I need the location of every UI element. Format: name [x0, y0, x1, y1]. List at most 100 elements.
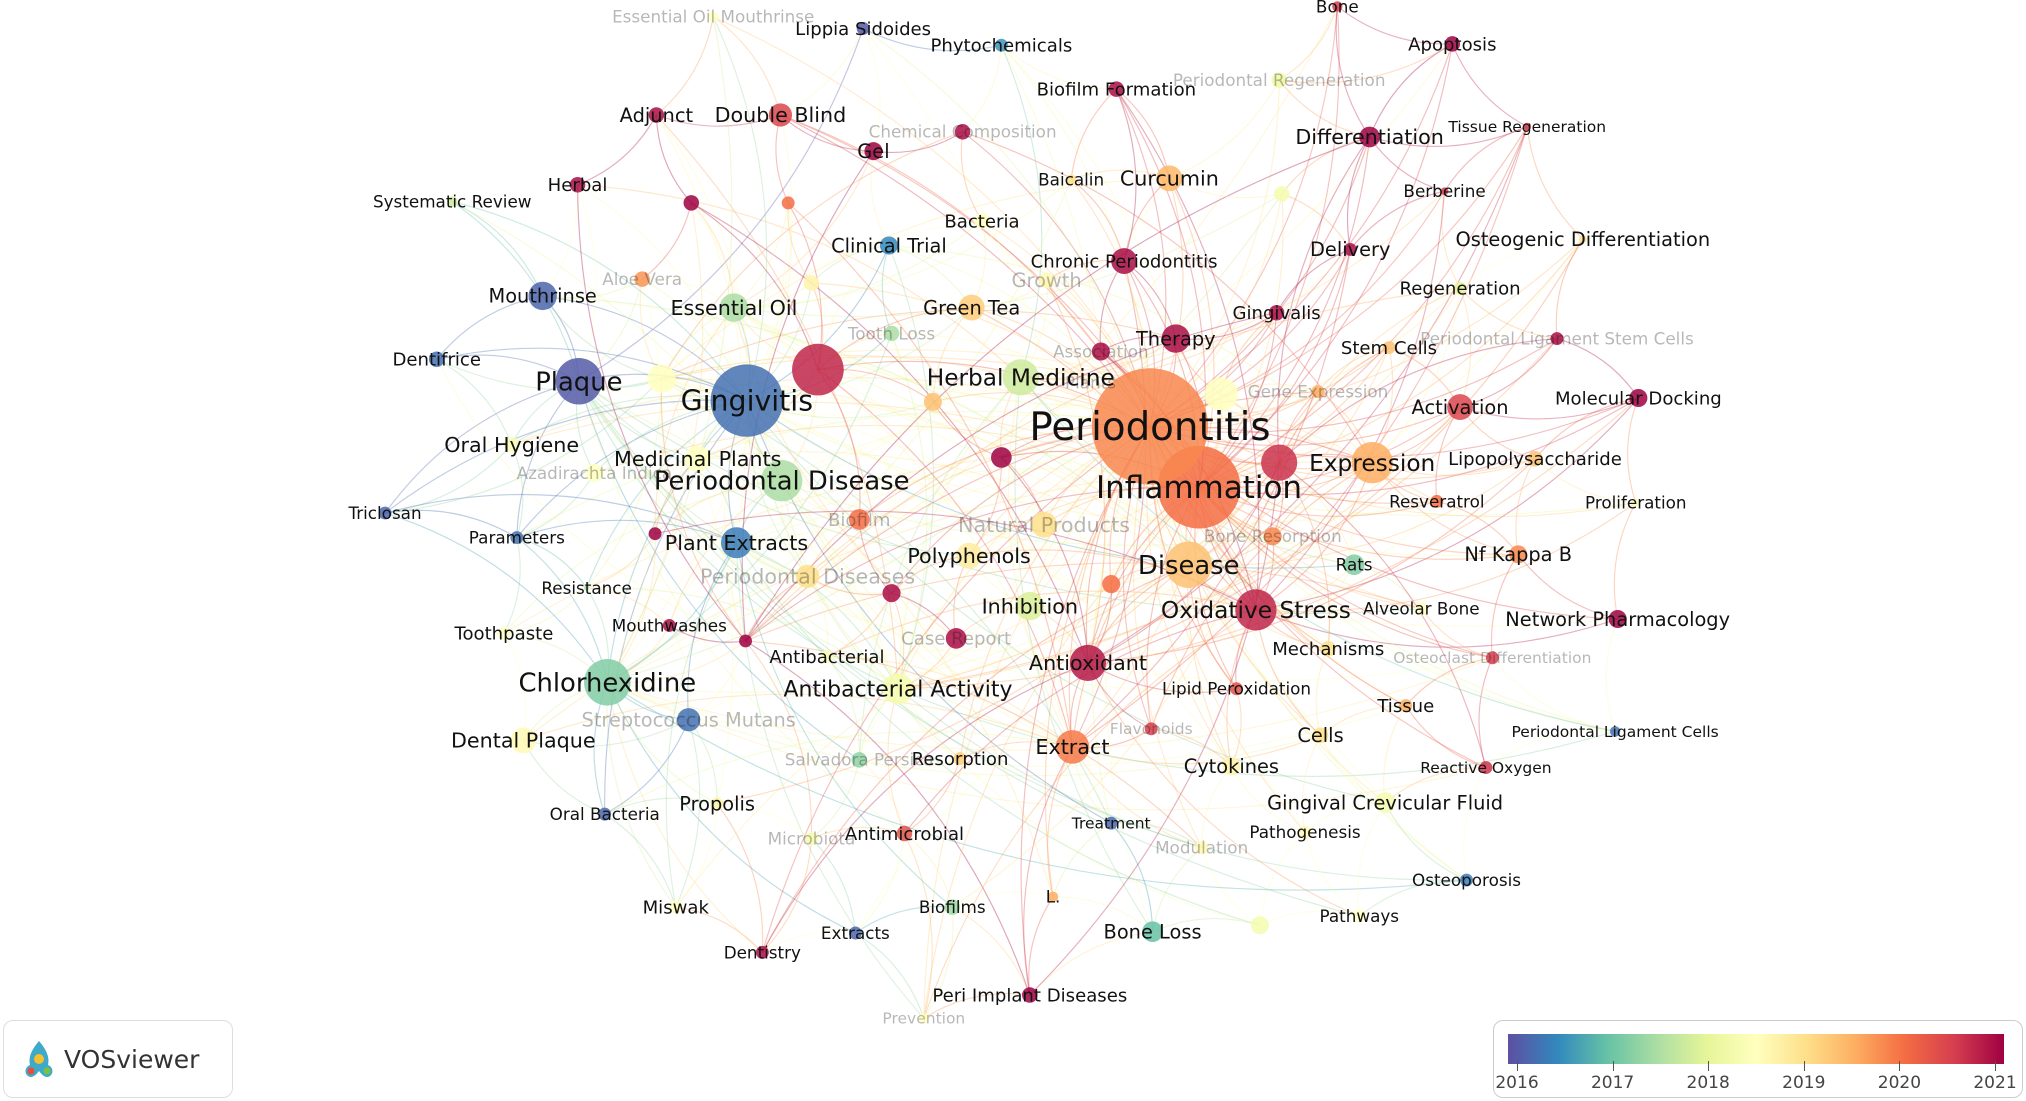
keyword-node[interactable] [1479, 761, 1493, 775]
keyword-node[interactable] [882, 673, 914, 705]
keyword-label[interactable]: Periodontal Disease [654, 467, 910, 497]
keyword-label[interactable]: Network Pharmacology [1505, 608, 1730, 631]
keyword-node[interactable] [647, 364, 676, 393]
keyword-node[interactable] [739, 634, 752, 648]
keyword-node[interactable] [1608, 609, 1627, 629]
keyword-label[interactable]: Mouthrinse [488, 285, 596, 308]
keyword-node[interactable] [1195, 841, 1209, 855]
keyword-label[interactable]: Stem Cells [1341, 338, 1437, 359]
keyword-node[interactable] [428, 351, 445, 367]
keyword-label[interactable]: Tooth Loss [847, 323, 935, 343]
keyword-node[interactable] [1144, 722, 1158, 736]
keyword-label[interactable]: Gene Expression [1248, 381, 1389, 401]
keyword-node[interactable] [584, 585, 590, 591]
keyword-label[interactable]: Bone [1316, 0, 1359, 16]
keyword-label[interactable]: Lipid Peroxidation [1162, 679, 1311, 699]
keyword-node[interactable] [669, 900, 683, 914]
keyword-node[interactable] [1274, 186, 1290, 202]
keyword-label[interactable]: Rats [1336, 555, 1373, 575]
keyword-label[interactable]: Streptococcus Mutans [582, 709, 796, 732]
keyword-node[interactable] [720, 527, 752, 559]
keyword-label[interactable]: Gel [857, 140, 889, 163]
keyword-label[interactable]: Natural Products [958, 513, 1130, 537]
keyword-node[interactable] [569, 177, 586, 193]
keyword-label[interactable]: Proliferation [1585, 493, 1687, 513]
keyword-node[interactable] [1374, 792, 1396, 813]
keyword-node[interactable] [804, 832, 818, 846]
keyword-label[interactable]: Dentistry [724, 942, 801, 962]
keyword-label[interactable]: Baicalin [1038, 170, 1104, 190]
keyword-label[interactable]: Tissue [1376, 696, 1434, 717]
keyword-node[interactable] [1230, 682, 1243, 696]
keyword-node[interactable] [994, 38, 1008, 52]
keyword-label[interactable]: Biofilm Formation [1037, 79, 1196, 100]
keyword-node[interactable] [1343, 554, 1365, 576]
keyword-label[interactable]: Regeneration [1399, 279, 1520, 300]
keyword-node[interactable] [708, 11, 719, 22]
keyword-node[interactable] [1022, 987, 1038, 1003]
keyword-node[interactable] [634, 271, 650, 287]
keyword-label[interactable]: Periodontitis [1029, 405, 1270, 450]
keyword-label[interactable]: Nf Kappa B [1464, 543, 1572, 566]
keyword-node[interactable] [662, 618, 676, 632]
keyword-node[interactable] [848, 926, 862, 940]
keyword-node[interactable] [1038, 272, 1055, 289]
keyword-node[interactable] [953, 752, 967, 766]
keyword-node[interactable] [795, 564, 820, 588]
keyword-label[interactable]: Gingivalis [1232, 303, 1320, 324]
keyword-label[interactable]: Chronic Periodontitis [1031, 251, 1218, 272]
keyword-node[interactable] [1444, 36, 1461, 52]
keyword-label[interactable]: Dentifrice [392, 350, 480, 371]
keyword-label[interactable]: Cells [1297, 724, 1343, 747]
keyword-label[interactable]: Apoptosis [1408, 34, 1496, 55]
keyword-node[interactable] [447, 196, 458, 207]
keyword-label[interactable]: Osteoporosis [1412, 870, 1521, 890]
keyword-label[interactable]: Biofilm [828, 510, 891, 531]
keyword-label[interactable]: Chemical Composition [869, 122, 1057, 142]
keyword-label[interactable]: Delivery [1310, 238, 1390, 261]
keyword-label[interactable]: Azadirachta Indica [517, 463, 673, 483]
keyword-node[interactable] [1069, 644, 1107, 682]
keyword-node[interactable] [820, 650, 834, 663]
keyword-node[interactable] [945, 628, 967, 649]
keyword-label[interactable]: Growth [1012, 269, 1082, 292]
keyword-node[interactable] [954, 124, 971, 140]
keyword-node[interactable] [1447, 394, 1473, 420]
keyword-label[interactable]: Systematic Review [373, 191, 532, 211]
keyword-node[interactable] [555, 357, 603, 405]
keyword-label[interactable]: Periodontal Regeneration [1173, 70, 1386, 90]
keyword-node[interactable] [974, 213, 990, 229]
keyword-node[interactable] [677, 708, 701, 732]
keyword-node[interactable] [1268, 304, 1285, 321]
keyword-node[interactable] [1002, 359, 1039, 396]
keyword-node[interactable] [1222, 757, 1241, 776]
keyword-node[interactable] [1298, 825, 1312, 839]
keyword-label[interactable]: Extracts [821, 923, 890, 943]
keyword-label[interactable]: Propolis [679, 793, 755, 816]
keyword-node[interactable] [848, 509, 870, 530]
keyword-label[interactable]: Inhibition [982, 594, 1078, 618]
keyword-label[interactable]: Parameters [469, 527, 565, 547]
keyword-label[interactable]: Herbal Medicine [927, 364, 1115, 391]
keyword-node[interactable] [1161, 324, 1191, 353]
keyword-label[interactable]: Plaque [535, 367, 622, 397]
keyword-node[interactable] [1430, 494, 1444, 508]
keyword-label[interactable]: Microbiota [768, 829, 856, 849]
keyword-label[interactable]: Plant Extracts [665, 531, 808, 555]
keyword-label[interactable]: Aloe Vera [602, 269, 682, 289]
keyword-label[interactable]: Miswak [643, 897, 710, 918]
keyword-label[interactable]: Association [1053, 341, 1149, 361]
keyword-label[interactable]: Peri Implant Diseases [932, 985, 1127, 1006]
keyword-label[interactable]: Reactive Oxygen [1420, 759, 1551, 777]
keyword-node[interactable] [1102, 575, 1121, 594]
keyword-node[interactable] [991, 447, 1012, 468]
keyword-label[interactable]: Adjunct [620, 104, 694, 127]
keyword-node[interactable] [1261, 444, 1298, 481]
keyword-label[interactable]: Periodontal Ligament Cells [1511, 723, 1718, 741]
keyword-label[interactable]: Gingival Crevicular Fluid [1267, 791, 1503, 814]
keyword-node[interactable] [792, 343, 844, 396]
keyword-node[interactable] [1453, 281, 1467, 295]
keyword-node[interactable] [1091, 342, 1110, 361]
keyword-label[interactable]: Pathogenesis [1249, 822, 1360, 842]
